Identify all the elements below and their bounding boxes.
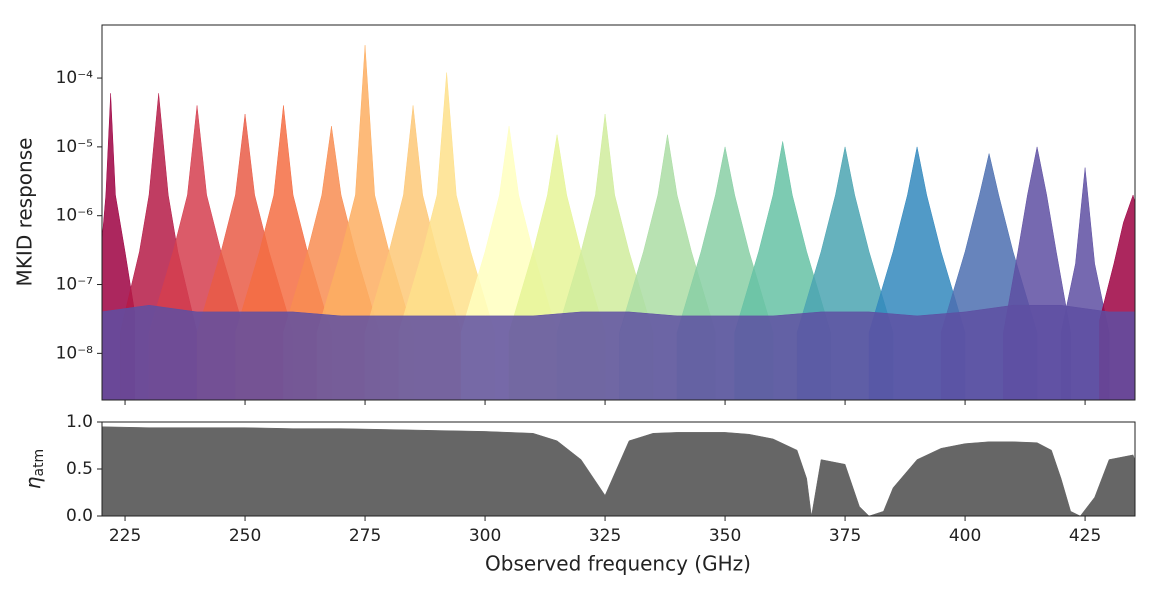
x-tick-label: 250 bbox=[229, 526, 261, 546]
axes-frame bbox=[101, 24, 1136, 401]
y-axis-label: ηatm bbox=[21, 449, 48, 489]
x-tick-label: 275 bbox=[349, 526, 381, 546]
x-tick-label: 350 bbox=[709, 526, 741, 546]
y-label-main: η bbox=[21, 476, 45, 489]
y-axis-label: MKID response bbox=[13, 138, 37, 287]
x-tick-label: 225 bbox=[109, 526, 141, 546]
y-label-sub: atm bbox=[31, 449, 47, 477]
y-tick-label: 10⁻⁵ bbox=[56, 137, 93, 157]
y-tick-label: 10⁻⁴ bbox=[56, 68, 94, 88]
x-tick-label: 300 bbox=[469, 526, 501, 546]
plot-area bbox=[102, 426, 1135, 516]
y-tick-label: 0.5 bbox=[66, 459, 93, 479]
y-tick-label: 10⁻⁷ bbox=[56, 275, 94, 295]
y-tick-label: 1.0 bbox=[66, 412, 93, 432]
y-tick-label: 10⁻⁶ bbox=[56, 206, 94, 226]
x-tick-label: 425 bbox=[1069, 526, 1101, 546]
y-tick-label: 0.0 bbox=[66, 506, 93, 526]
x-tick-label: 325 bbox=[589, 526, 621, 546]
plot-area bbox=[102, 45, 1135, 400]
x-axis-label: Observed frequency (GHz) bbox=[485, 552, 751, 576]
area bbox=[102, 304, 1135, 400]
y-tick-label: 10⁻⁸ bbox=[56, 343, 94, 363]
x-tick-label: 375 bbox=[829, 526, 861, 546]
area bbox=[102, 426, 1135, 516]
x-tick-label: 400 bbox=[949, 526, 981, 546]
